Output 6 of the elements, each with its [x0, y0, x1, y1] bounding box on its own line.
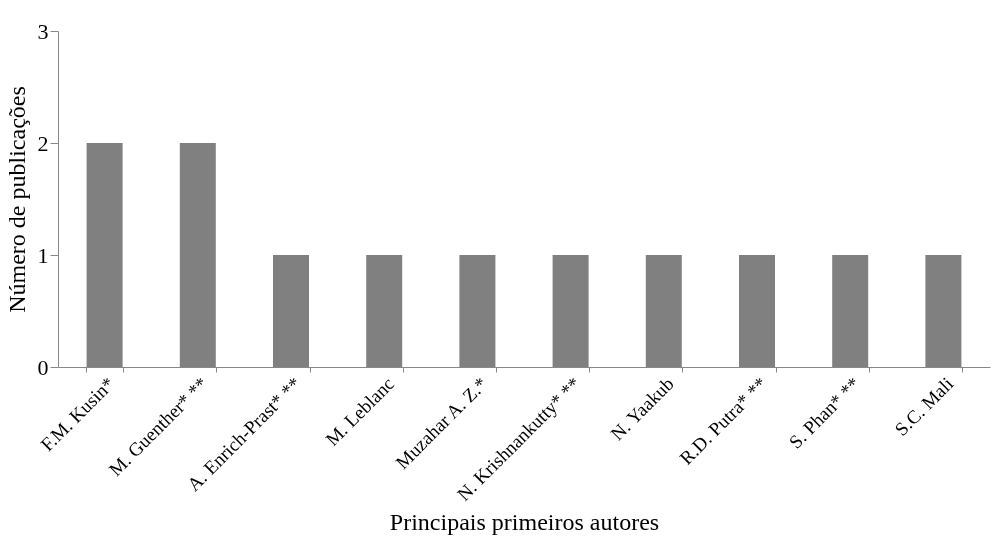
y-tick-label: 1 [37, 242, 49, 268]
y-axis-title: Número de publicações [3, 86, 30, 313]
y-tick-label: 2 [37, 130, 49, 156]
y-tick-label: 3 [37, 18, 49, 44]
y-tick-label: 0 [37, 354, 49, 380]
x-axis-title: Principais primeiros autores [389, 508, 660, 535]
